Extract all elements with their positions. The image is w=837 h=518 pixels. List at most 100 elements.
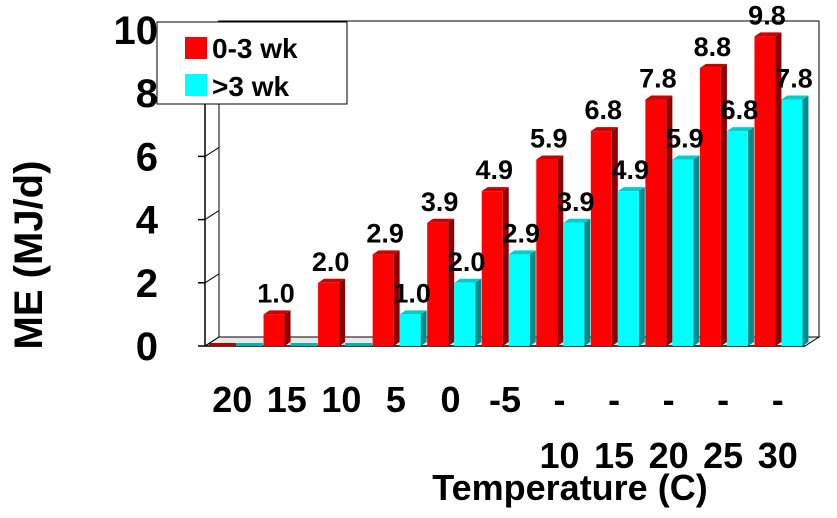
x-tick-label: -	[717, 379, 729, 420]
bar-red-top	[372, 250, 400, 255]
bar-red-top	[590, 127, 618, 132]
bar-red-side	[557, 155, 564, 346]
data-label-cyan: 5.9	[666, 124, 704, 154]
x-tick-label: 5	[386, 379, 406, 420]
data-label-red: 3.9	[421, 187, 459, 217]
bar-cyan-top	[617, 187, 645, 192]
bar-cyan-zero	[236, 343, 263, 346]
y-tick-label: 0	[136, 325, 158, 369]
y-tick-connector	[204, 210, 220, 221]
bar-cyan-side	[420, 310, 427, 346]
y-tick-label: 4	[136, 199, 159, 243]
bar-cyan	[454, 282, 476, 346]
bar-cyan-zero	[290, 343, 318, 346]
bar-cyan	[399, 314, 421, 346]
x-tick-label: -	[772, 379, 784, 420]
bar-red-side	[393, 250, 400, 346]
bar-cyan-top	[508, 250, 536, 255]
y-tick-connector	[204, 146, 220, 157]
x-tick-label: -	[663, 379, 675, 420]
bar-cyan-top	[672, 155, 700, 160]
bar-red-side	[339, 278, 346, 346]
x-tick-label: 15	[267, 379, 307, 420]
legend-label-0-3-wk: 0-3 wk	[212, 33, 298, 64]
data-label-red: 2.9	[366, 218, 404, 248]
y-axis-title: ME (MJ/d)	[7, 161, 51, 350]
legend-label-gt3-wk: >3 wk	[212, 71, 289, 102]
bar-red-top	[536, 155, 564, 160]
data-label-cyan: 6.8	[721, 95, 759, 125]
x-tick-label-line2: 10	[540, 435, 580, 476]
data-label-red: 4.9	[475, 155, 513, 185]
bar-cyan-zero	[345, 343, 373, 346]
data-label-cyan: 7.8	[775, 64, 813, 94]
x-tick-label-line2: 20	[649, 435, 689, 476]
bar-red-side	[284, 310, 291, 346]
y-axis: 0 2 4 6 8 10	[114, 9, 220, 369]
bar-cyan-top	[563, 218, 591, 223]
bar-red-side	[611, 127, 618, 347]
legend: 0-3 wk >3 wk	[156, 21, 348, 105]
data-label-cyan: 2.9	[502, 218, 540, 248]
bar-red	[536, 159, 558, 346]
data-label-red: 6.8	[585, 95, 623, 125]
bar-red-side	[775, 32, 782, 346]
data-label-cyan: 4.9	[612, 155, 650, 185]
bar-cyan-top	[726, 127, 754, 132]
bar-red-top	[699, 63, 727, 68]
bar-cyan-top	[399, 310, 427, 315]
x-tick-label-line2: 15	[594, 435, 634, 476]
bar-red-top	[427, 218, 455, 223]
x-tick-label-line2: 25	[703, 435, 743, 476]
bar-cyan-side	[584, 218, 591, 346]
bar-red-top	[754, 32, 782, 37]
bar-cyan-side	[693, 155, 700, 346]
bar-red-top	[645, 95, 673, 100]
y-tick-label: 8	[136, 72, 158, 116]
bar-red	[318, 282, 340, 346]
x-tick-label: -	[608, 379, 620, 420]
bar-red-top	[318, 278, 346, 283]
bar-red	[645, 99, 667, 347]
bar-cyan-top	[454, 278, 482, 283]
bar-cyan-side	[638, 187, 645, 346]
y-tick-connector	[204, 336, 220, 347]
bars-group	[209, 32, 809, 347]
data-label-red: 2.0	[312, 247, 350, 277]
x-tick-label: 20	[212, 379, 252, 420]
bar-cyan	[563, 222, 585, 346]
bar-cyan-top	[781, 95, 809, 100]
y-tick-label: 6	[136, 135, 158, 179]
bar-cyan-side	[802, 95, 809, 347]
data-label-cyan: 2.0	[448, 247, 486, 277]
bar-red-side	[502, 187, 509, 346]
y-tick-label: 2	[136, 262, 158, 306]
data-label-cyan: 1.0	[393, 278, 431, 308]
x-tick-label: 0	[440, 379, 460, 420]
bar-red	[481, 191, 503, 346]
bar-red	[263, 314, 285, 346]
legend-swatch-gt3-wk	[185, 74, 207, 96]
bar-cyan-side	[747, 127, 754, 347]
legend-swatch-0-3-wk	[185, 37, 207, 59]
bar-cyan	[672, 159, 694, 346]
y-tick-label: 10	[114, 9, 159, 53]
bar-cyan	[726, 131, 748, 346]
data-label-cyan: 3.9	[557, 187, 595, 217]
x-tick-label: -	[554, 379, 566, 420]
bar-cyan	[617, 191, 639, 346]
data-label-red: 7.8	[639, 64, 677, 94]
bar-red-top	[481, 187, 509, 192]
bar-red-side	[448, 218, 455, 346]
bar-red-top	[263, 310, 291, 315]
data-label-red: 5.9	[530, 124, 568, 154]
data-label-red: 8.8	[694, 32, 732, 62]
bar-cyan-side	[475, 278, 482, 346]
data-label-red: 1.0	[257, 278, 295, 308]
y-tick-connector	[204, 273, 220, 284]
bar-red	[372, 254, 394, 346]
bar-red	[427, 222, 449, 346]
bar-cyan	[508, 254, 530, 346]
